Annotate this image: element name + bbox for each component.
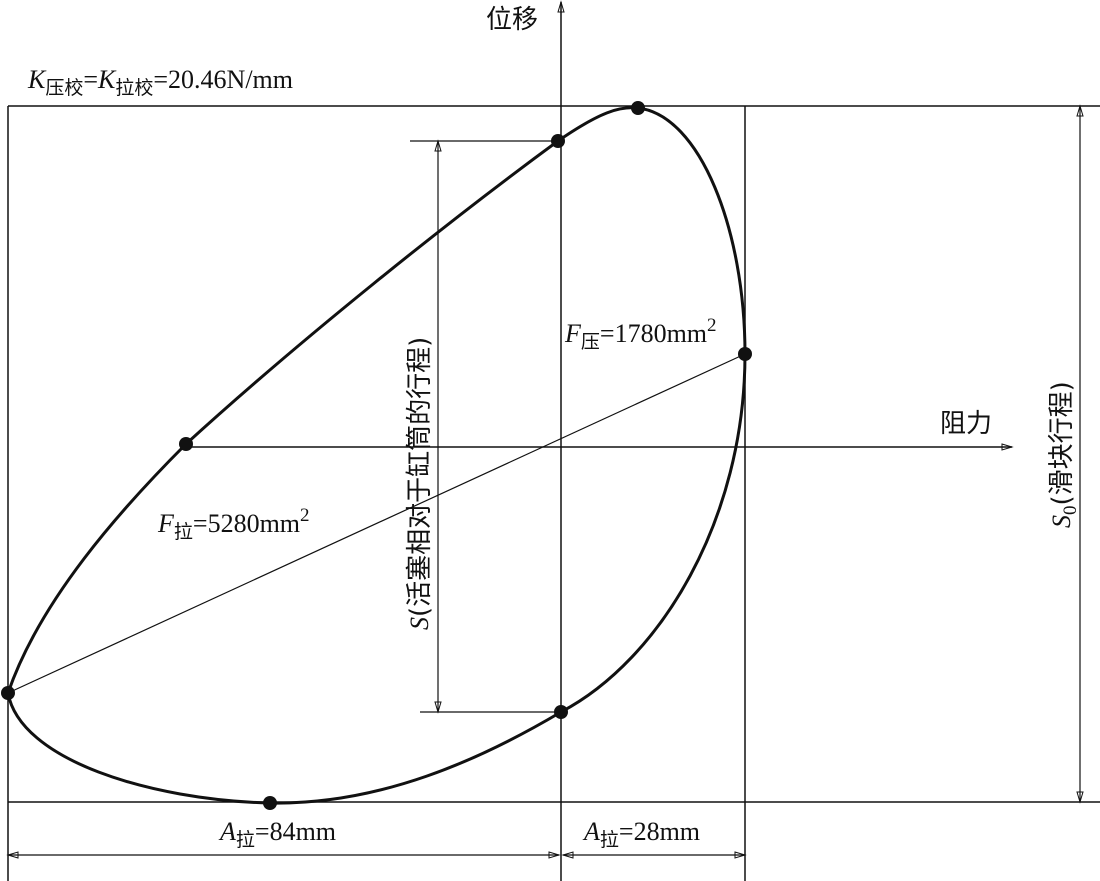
area-pull-label: F拉=5280mm2 bbox=[157, 505, 310, 543]
part: =1780mm bbox=[600, 319, 707, 348]
hysteresis-loop bbox=[6, 106, 747, 805]
y-axis-label: 位移 bbox=[486, 5, 538, 35]
part: K bbox=[27, 65, 47, 94]
part: A bbox=[582, 817, 600, 846]
part: 拉 bbox=[236, 829, 255, 851]
part: A bbox=[218, 817, 236, 846]
part: 2 bbox=[707, 315, 717, 336]
x-axis-label: 阻力 bbox=[940, 409, 992, 439]
part: 拉 bbox=[174, 521, 193, 543]
part: =28mm bbox=[619, 817, 700, 846]
part: 0 bbox=[1060, 506, 1081, 516]
part: K bbox=[97, 65, 117, 94]
part: 压校 bbox=[45, 77, 83, 99]
slider-stroke-label: S0(滑块行程) bbox=[1047, 381, 1081, 528]
part: F bbox=[157, 509, 175, 538]
amplitude-press-label: A拉=28mm bbox=[582, 817, 700, 851]
point bbox=[738, 347, 752, 361]
point bbox=[1, 686, 15, 700]
amplitude-pull-label: A拉=84mm bbox=[218, 817, 336, 851]
part: (滑块行程) bbox=[1047, 381, 1077, 505]
piston-stroke-label: S(活塞相对于缸筒的行程) bbox=[405, 337, 435, 630]
part: 拉校 bbox=[115, 77, 153, 99]
area-press-label: F压=1780mm2 bbox=[564, 315, 717, 353]
part: =20.46N/mm bbox=[153, 65, 293, 94]
part: 拉 bbox=[600, 829, 619, 851]
part: F bbox=[564, 319, 582, 348]
part: S bbox=[1047, 515, 1076, 528]
part: (活塞相对于缸筒的行程) bbox=[405, 337, 435, 617]
part: =5280mm bbox=[193, 509, 300, 538]
point bbox=[179, 437, 193, 451]
part: 2 bbox=[300, 505, 310, 526]
stiffness-label: K压校=K拉校=20.46N/mm bbox=[27, 65, 293, 99]
point bbox=[263, 796, 277, 810]
part: S bbox=[405, 617, 434, 630]
diagonal bbox=[7, 353, 746, 694]
point bbox=[631, 101, 645, 115]
part: =84mm bbox=[255, 817, 336, 846]
points bbox=[1, 101, 752, 810]
part: 压 bbox=[581, 331, 600, 353]
part: = bbox=[83, 65, 98, 94]
